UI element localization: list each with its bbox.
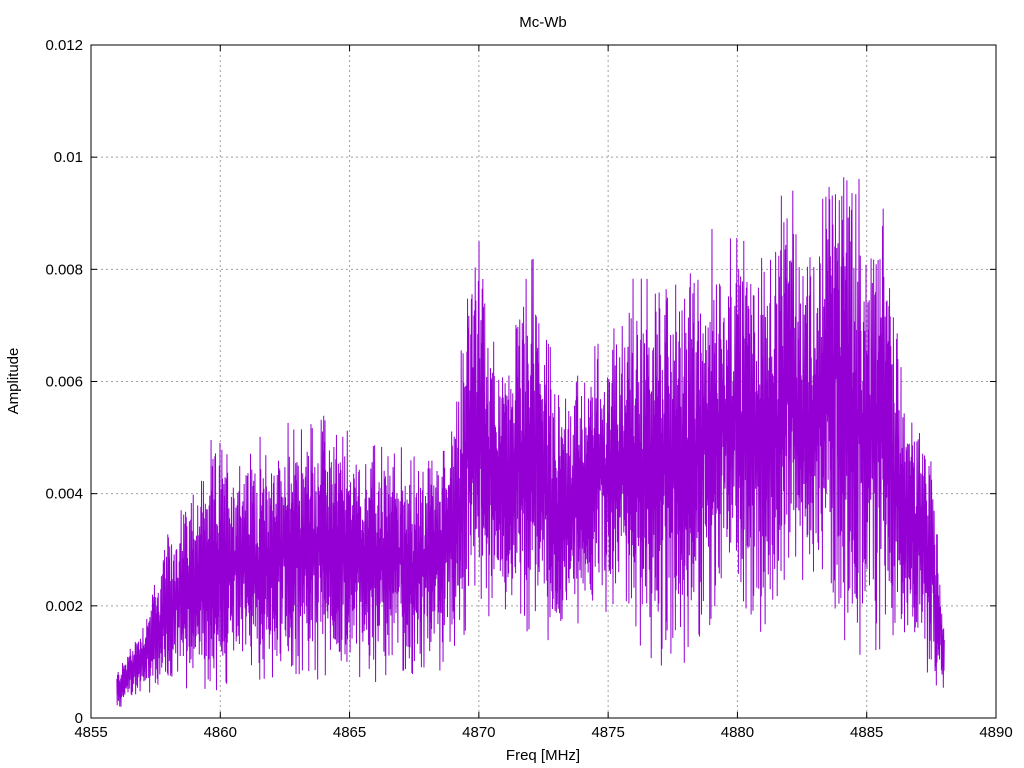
x-tick-label: 4885: [850, 724, 883, 741]
x-tick-label: 4875: [591, 724, 624, 741]
y-tick-label: 0.004: [45, 486, 83, 503]
x-tick-label: 4870: [462, 724, 495, 741]
x-tick-label: 4890: [979, 724, 1012, 741]
y-tick-label: 0.012: [45, 37, 83, 54]
y-tick-label: 0: [75, 710, 83, 727]
plot-area: [116, 177, 945, 707]
x-tick-label: 4855: [74, 724, 107, 741]
x-tick-label: 4860: [204, 724, 237, 741]
x-axis-tick-labels: 4855 4860 4865 4870 4875 4880 4885 4890: [74, 724, 1012, 741]
x-tick-label: 4880: [721, 724, 754, 741]
x-tick-label: 4865: [333, 724, 366, 741]
chart-title: Mc-Wb: [519, 14, 567, 31]
y-axis-title: Amplitude: [5, 348, 22, 415]
y-tick-label: 0.006: [45, 374, 83, 391]
x-axis-title: Freq [MHz]: [506, 747, 580, 764]
plot-frame: [90, 44, 997, 719]
y-tick-label: 0.008: [45, 261, 83, 278]
y-axis-tick-labels: 0 0.002 0.004 0.006 0.008 0.01 0.012: [45, 37, 83, 727]
y-tick-label: 0.002: [45, 598, 83, 615]
y-tick-label: 0.01: [54, 149, 83, 166]
series-line: [116, 177, 945, 707]
